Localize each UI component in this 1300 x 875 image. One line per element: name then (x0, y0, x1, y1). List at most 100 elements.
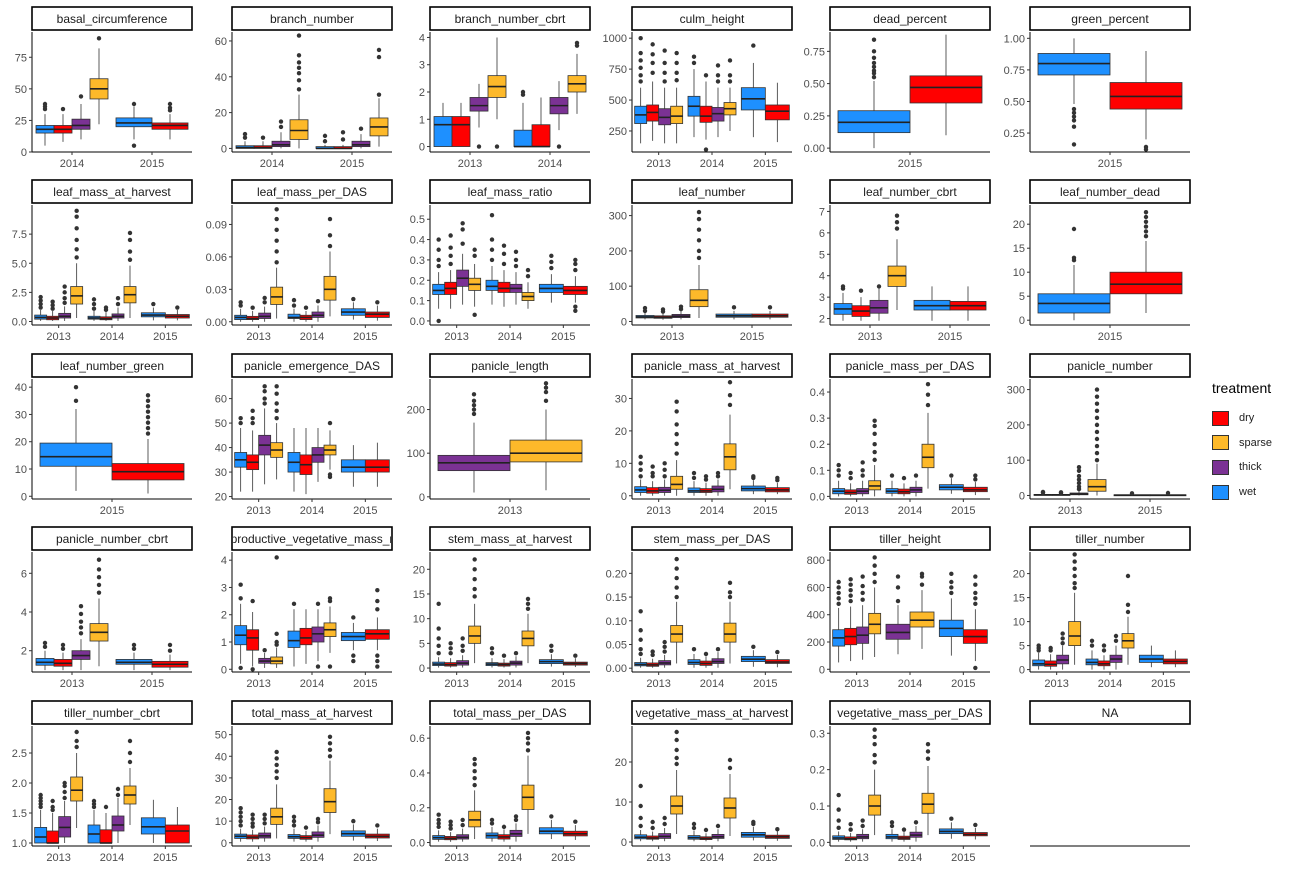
x-tick-label: 2013 (498, 505, 522, 517)
strip-label: total_mass_at_harvest (252, 706, 373, 720)
outlier-point (50, 798, 55, 804)
y-tick-label: 5 (819, 249, 825, 261)
y-tick-label: 300 (1007, 385, 1025, 397)
outlier-point (1076, 477, 1082, 482)
box-sparse (323, 788, 337, 813)
outlier-point (836, 596, 841, 601)
outlier-point (436, 626, 441, 631)
facet-panel: stem_mass_at_harvest 0 5 10 15 20 2013 2014 2015 (413, 526, 591, 690)
outlier-point (858, 288, 864, 293)
outlier-point (1071, 226, 1077, 232)
strip-background (631, 700, 793, 725)
box-sparse (509, 439, 583, 463)
x-tick-label: 2015 (753, 852, 777, 864)
outlier-point (1076, 473, 1082, 479)
x-tick-label: 2013 (246, 852, 270, 864)
outlier-point (127, 759, 133, 765)
outlier-point (127, 750, 133, 756)
strip-background (829, 6, 991, 31)
outlier-point (472, 586, 477, 592)
outlier-point (278, 119, 284, 124)
y-tick-label: 2 (21, 646, 27, 658)
outlier-point (674, 431, 679, 437)
outlier-point (274, 639, 279, 645)
strip-background (31, 179, 193, 204)
outlier-point (1143, 144, 1149, 150)
outlier-point (250, 408, 255, 414)
y-tick-label: 0.06 (206, 252, 227, 264)
outlier-point (836, 473, 841, 478)
x-tick-label: 2013 (1044, 678, 1068, 690)
y-tick-label: 200 (407, 405, 425, 417)
outlier-point (131, 642, 137, 648)
outlier-point (674, 566, 679, 571)
box-wet (34, 827, 48, 844)
outlier-point (674, 585, 679, 590)
outlier-point (1094, 422, 1100, 428)
outlier-point (471, 392, 477, 397)
outlier-point (238, 665, 243, 671)
box-sparse (723, 622, 737, 643)
outlier-point (91, 798, 97, 804)
x-tick-label: 2015 (1098, 158, 1122, 170)
y-tick-label: 50 (15, 84, 27, 96)
y-tick-label: 0.03 (206, 284, 227, 296)
y-tick-label: 0.00 (206, 317, 227, 329)
outlier-point (889, 820, 895, 825)
y-tick-label: 0.09 (206, 219, 227, 231)
outlier-point (471, 402, 477, 408)
strip-background (231, 700, 393, 725)
outlier-point (836, 818, 841, 823)
outlier-point (489, 821, 495, 826)
outlier-point (573, 304, 578, 309)
facet-panel: vegetative_mass_at_harvest 0 10 20 2013 2014 2… (615, 700, 793, 864)
outlier-point (638, 637, 643, 642)
strip-background (829, 700, 991, 725)
outlier-point (674, 50, 679, 56)
outlier-point (476, 144, 482, 149)
outlier-point (327, 420, 333, 426)
outlier-point (860, 574, 865, 579)
outlier-point (871, 60, 877, 66)
outlier-point (715, 79, 721, 84)
outlier-point (1076, 480, 1082, 486)
y-tick-label: 20 (615, 426, 627, 438)
y-tick-label: 4 (419, 32, 425, 44)
outlier-point (448, 261, 453, 267)
x-tick-label: 2014 (498, 678, 522, 690)
outlier-point (691, 821, 697, 827)
outlier-point (375, 823, 380, 828)
outlier-point (291, 297, 297, 303)
strip-background (1029, 700, 1191, 725)
box-wet (287, 630, 301, 648)
outlier-point (638, 35, 643, 41)
y-tick-label: 30 (215, 467, 227, 479)
strip-label: stem_mass_at_harvest (448, 532, 573, 546)
outlier-point (513, 249, 519, 254)
outlier-point (895, 585, 901, 590)
outlier-point (74, 729, 79, 735)
outlier-point (703, 474, 709, 479)
outlier-point (448, 819, 453, 824)
outlier-point (73, 384, 79, 390)
outlier-point (876, 284, 882, 289)
outlier-point (472, 775, 477, 781)
outlier-point (662, 644, 667, 650)
box-wet (433, 116, 453, 147)
outlier-point (860, 823, 865, 829)
outlier-point (727, 590, 733, 595)
facet-panel: tiller_number 0 5 10 15 20 2013 2014 2015 (1013, 526, 1191, 690)
outlier-point (78, 625, 84, 630)
x-tick-label: 2015 (140, 678, 164, 690)
outlier-point (895, 574, 901, 579)
box-dry (531, 124, 551, 147)
facet-panel: NA (1029, 700, 1191, 847)
strip-background (31, 6, 193, 31)
outlier-point (262, 384, 267, 389)
x-tick-label: 2015 (353, 852, 377, 864)
x-tick-label: 2015 (140, 158, 164, 170)
outlier-point (501, 251, 507, 257)
outlier-point (296, 70, 302, 76)
outlier-point (674, 575, 679, 581)
